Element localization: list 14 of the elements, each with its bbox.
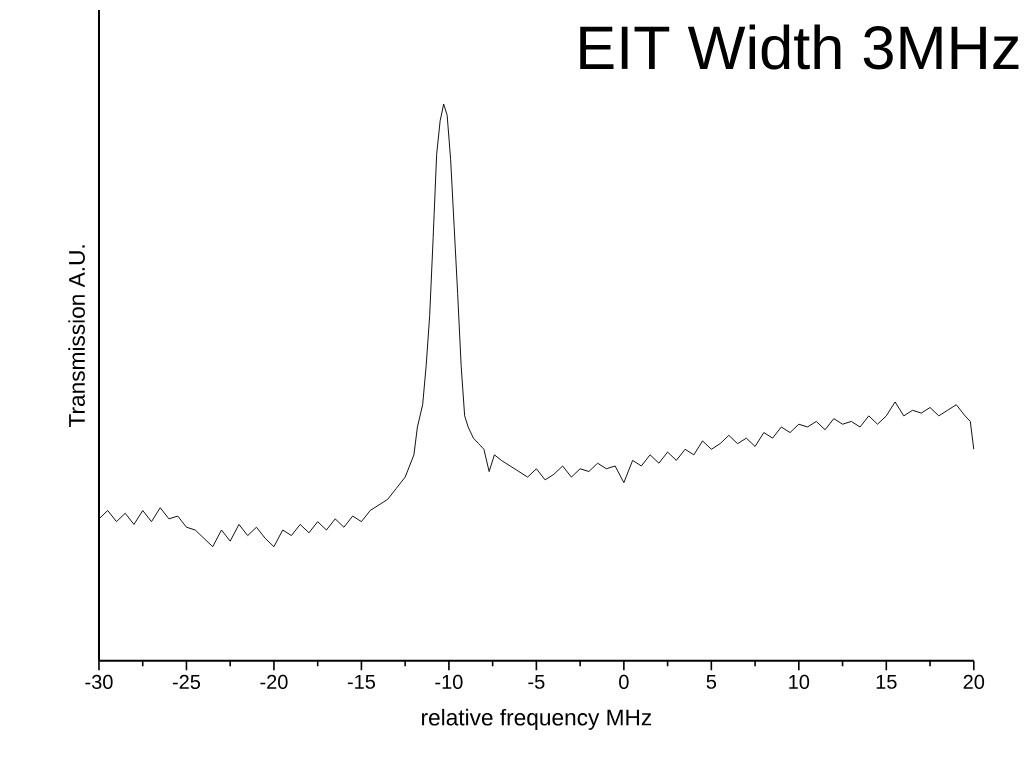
x-tick-label: 0 <box>619 674 629 690</box>
x-tick-label: -20 <box>260 674 288 690</box>
x-axis-title: relative frequency MHz <box>422 708 652 731</box>
x-tick-label: -30 <box>85 674 113 690</box>
x-tick-label: -10 <box>435 674 463 690</box>
x-tick-label: -5 <box>528 674 545 689</box>
x-tick-label: 15 <box>876 674 897 689</box>
text: EIT Width 3MHz <box>580 24 1019 70</box>
x-tick-label: 20 <box>963 674 985 690</box>
x-tick-label: 10 <box>789 674 810 690</box>
x-tick-label: -15 <box>347 674 376 689</box>
y-axis-title: Transmission A.U. <box>68 245 85 428</box>
x-tick-label: -25 <box>172 674 201 690</box>
x-tick-label: 5 <box>706 674 717 689</box>
